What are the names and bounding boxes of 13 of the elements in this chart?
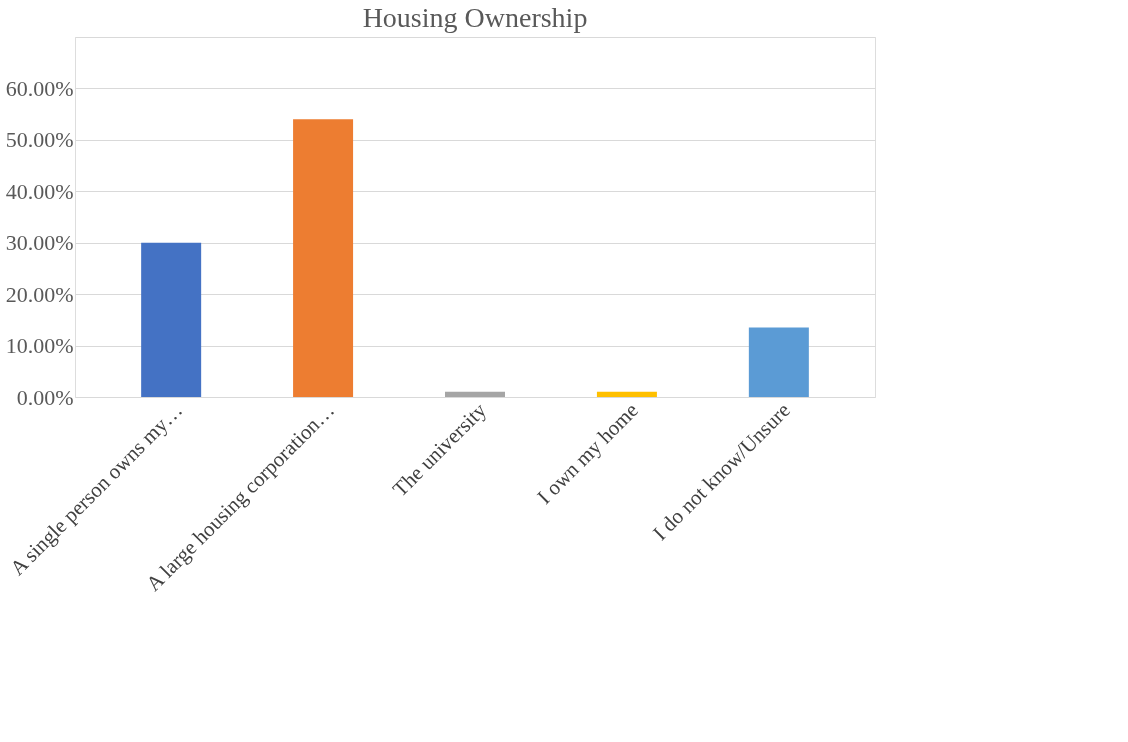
chart-title: Housing Ownership	[362, 2, 588, 33]
y-tick-label: 0.00%	[16, 384, 74, 410]
bar	[445, 391, 505, 397]
y-tick-label: 30.00%	[5, 230, 74, 256]
y-tick-label: 20.00%	[5, 281, 74, 307]
bar	[596, 391, 657, 397]
y-tick-label: 40.00%	[5, 178, 74, 204]
bar	[293, 119, 354, 397]
y-tick-label: 50.00%	[5, 127, 74, 153]
y-tick-label: 60.00%	[5, 75, 74, 101]
bar	[748, 327, 809, 397]
bar	[141, 242, 202, 397]
y-tick-label: 10.00%	[5, 333, 74, 359]
